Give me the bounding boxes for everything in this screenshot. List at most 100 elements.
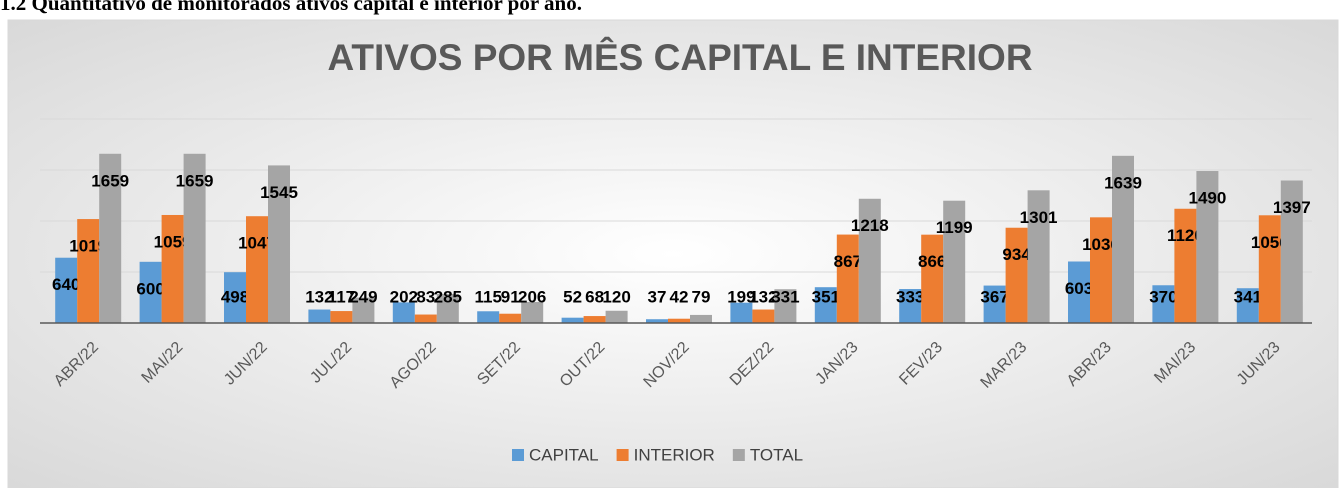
data-label: 351 [812, 287, 840, 306]
bar [983, 285, 1006, 323]
data-label: 1059 [154, 232, 192, 251]
chart-background [7, 19, 1339, 488]
legend-swatch [512, 449, 524, 461]
data-label: 52 [563, 287, 582, 306]
bar [605, 310, 628, 323]
bar [921, 234, 944, 323]
bar [646, 319, 668, 323]
data-label: 1120 [1167, 226, 1204, 245]
data-label: 83 [416, 287, 435, 306]
data-label: 1490 [1188, 189, 1226, 208]
bar [436, 293, 459, 323]
bar [1005, 227, 1028, 323]
bar [814, 287, 837, 323]
data-label: 934 [1002, 245, 1031, 264]
data-label: 1659 [91, 171, 129, 190]
bar [899, 289, 922, 323]
data-label: 1659 [176, 171, 214, 190]
bar [392, 302, 415, 323]
data-label: 199 [727, 287, 755, 306]
data-label: 1019 [69, 237, 107, 256]
data-label: 132 [749, 287, 777, 306]
data-label: 603 [1065, 279, 1093, 298]
data-label: 79 [692, 287, 711, 306]
data-label: 1047 [238, 234, 276, 253]
bar [561, 317, 584, 323]
data-label: 117 [328, 287, 355, 306]
bar [161, 214, 184, 323]
bar [583, 316, 606, 323]
data-label: 1545 [260, 183, 298, 202]
bar [183, 153, 206, 323]
bar [752, 309, 775, 323]
heading: 1.2 Quantitativo de monitorados ativos c… [0, 0, 582, 15]
data-label: 1036 [1082, 235, 1120, 254]
data-label: 37 [648, 287, 667, 306]
data-label: 249 [349, 287, 377, 306]
bar [1152, 285, 1175, 323]
data-label: 285 [434, 287, 462, 306]
data-label: 341 [1234, 287, 1262, 306]
bar [1090, 217, 1112, 323]
bar [1196, 171, 1219, 323]
data-label: 867 [834, 252, 862, 271]
bar [774, 289, 797, 323]
data-label: 640 [52, 275, 80, 294]
data-label: 1218 [851, 216, 889, 235]
data-label: 42 [670, 287, 689, 306]
data-label: 132 [305, 287, 333, 306]
bar [668, 318, 690, 323]
data-label: 331 [771, 287, 799, 306]
legend-label: CAPITAL [529, 445, 599, 464]
bar [943, 200, 966, 323]
bar [308, 309, 331, 323]
bar [477, 311, 500, 323]
bar [139, 261, 162, 323]
legend-label: INTERIOR [634, 445, 715, 464]
bar [730, 302, 753, 323]
data-label: 206 [518, 287, 546, 306]
bar [330, 311, 353, 323]
bar [836, 234, 859, 323]
data-label: 120 [602, 287, 630, 306]
bar [690, 314, 712, 323]
bar [1258, 215, 1281, 323]
legend-swatch [732, 449, 745, 461]
bar [414, 314, 437, 323]
bar [55, 257, 78, 323]
data-label: 202 [390, 287, 418, 306]
bar [268, 165, 290, 323]
data-label: 1397 [1273, 198, 1311, 217]
bar [77, 219, 100, 323]
bar [499, 313, 522, 323]
data-label: 68 [585, 287, 604, 306]
data-label: 1056 [1251, 233, 1289, 252]
data-label: 1199 [936, 218, 973, 237]
bar [1068, 261, 1090, 323]
data-label: 1301 [1020, 208, 1058, 227]
data-label: 367 [980, 287, 1008, 306]
bar [1027, 190, 1050, 323]
bar [1236, 288, 1259, 323]
data-label: 370 [1149, 287, 1177, 306]
data-label: 600 [136, 279, 164, 298]
bar [99, 153, 122, 323]
bar [858, 198, 881, 323]
data-label: 866 [918, 252, 946, 271]
data-label: 1639 [1104, 173, 1142, 192]
bar [246, 216, 268, 323]
data-label: 115 [474, 287, 501, 306]
bar [352, 297, 375, 323]
data-label: 498 [221, 287, 249, 306]
data-label: 333 [896, 287, 924, 306]
chart-title: ATIVOS POR MÊS CAPITAL E INTERIOR [327, 36, 1032, 78]
legend-swatch [616, 449, 629, 461]
bar [224, 272, 246, 323]
bar [1280, 180, 1303, 323]
bar [1174, 208, 1197, 323]
data-label: 91 [501, 287, 520, 306]
legend-label: TOTAL [750, 445, 803, 464]
bar [521, 301, 544, 323]
